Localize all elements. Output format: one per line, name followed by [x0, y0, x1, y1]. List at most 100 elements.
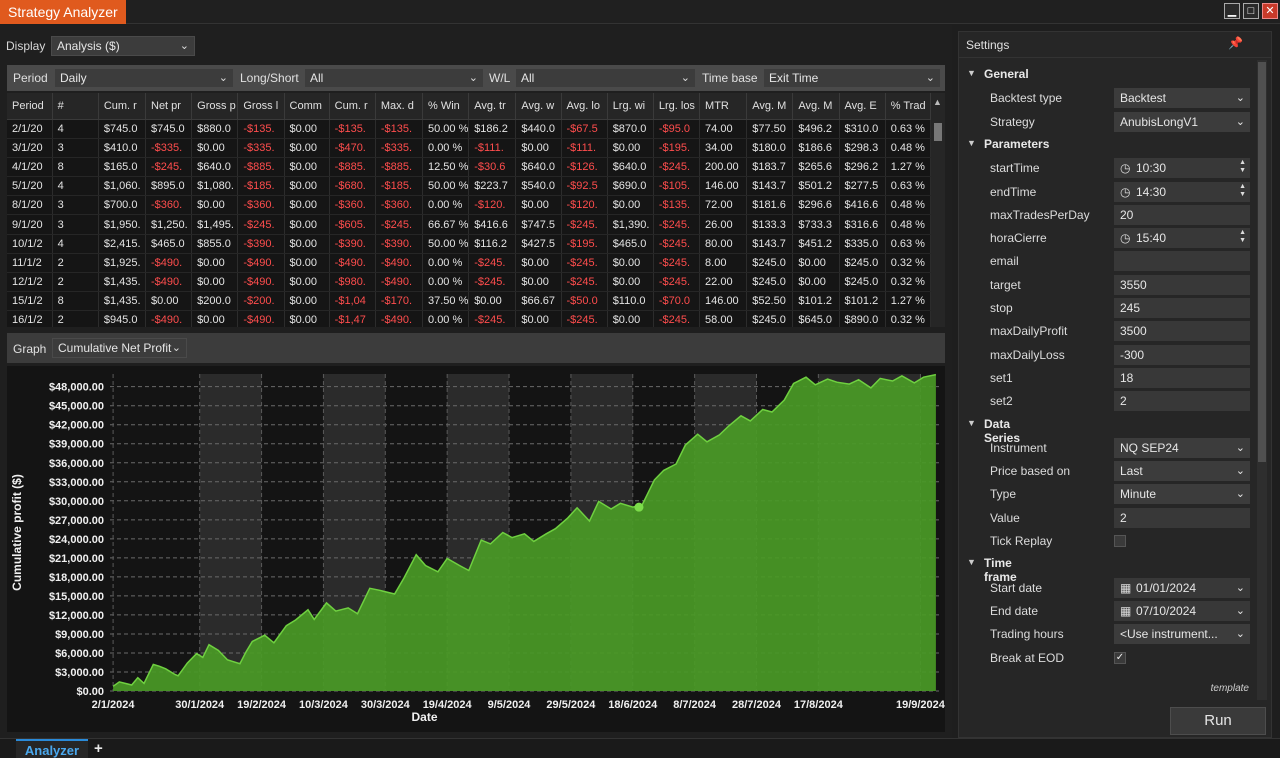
run-button[interactable]: Run — [1170, 707, 1266, 735]
table-row[interactable]: 9/1/20 3 $1,950. $1,250. $1,495. -$245. $0.00-… — [7, 214, 932, 235]
collapse-triangle-icon[interactable]: ▼ — [967, 137, 976, 148]
template-link[interactable]: template — [1210, 683, 1249, 694]
property-value-input[interactable]: ◷ 15:40 ▲ ▼ — [1114, 228, 1250, 249]
column-header[interactable]: Max. d — [375, 93, 424, 120]
table-cell: 16/1/2 — [7, 310, 53, 327]
period-select[interactable]: Daily ⌄ — [54, 68, 234, 88]
table-scrollbar-thumb[interactable] — [934, 123, 942, 141]
property-value-input[interactable]: ▦ 07/10/2024 ⌄ — [1114, 600, 1250, 621]
table-cell: $0.00 — [607, 138, 654, 158]
table-row[interactable]: 16/1/2 2 $945.0 -$490. $0.00 -$490. $0.00 -$1,4… — [7, 310, 932, 327]
property-value-input[interactable]: 2 — [1114, 507, 1250, 528]
table-cell: $880.0 — [191, 119, 239, 139]
long-short-select-value: All — [310, 71, 324, 85]
property-value-input[interactable]: ◷ 14:30 ▲ ▼ — [1114, 181, 1250, 202]
column-header[interactable]: Avg. tr — [468, 93, 517, 120]
spinner-icon[interactable]: ▲ ▼ — [1239, 182, 1246, 198]
add-tab-button[interactable]: + — [94, 740, 103, 757]
column-header[interactable]: Avg. E — [839, 93, 886, 120]
chevron-down-icon: ⌄ — [1235, 488, 1245, 501]
table-row[interactable]: 11/1/2 2 $1,925. -$490. $0.00 -$490. $0.00 -$49… — [7, 253, 932, 274]
column-header[interactable]: Avg. M — [792, 93, 840, 120]
spinner-icon[interactable]: ▲ ▼ — [1239, 159, 1246, 175]
property-value-input[interactable]: 20 — [1114, 204, 1250, 225]
collapse-triangle-icon[interactable]: ▼ — [967, 417, 976, 428]
column-header[interactable]: Cum. r — [329, 93, 376, 120]
table-row[interactable]: 4/1/20 8 $165.0 -$245. $640.0 -$885. $0.00 -$88… — [7, 157, 932, 178]
property-value-input[interactable]: AnubisLongV1 ⌄ — [1114, 111, 1250, 132]
x-tick-label: 8/7/2024 — [673, 699, 717, 711]
table-cell: -$245. — [653, 272, 701, 293]
column-header[interactable]: % Trad — [885, 93, 932, 120]
table-cell: $501.2 — [792, 176, 840, 197]
table-row[interactable]: 15/1/2 8 $1,435. $0.00 $200.0 -$200. $0.00 -$1,… — [7, 291, 932, 312]
column-header[interactable]: MTR — [699, 93, 748, 120]
property-label: horaCierre — [990, 231, 1047, 246]
property-value-input[interactable]: Backtest ⌄ — [1114, 88, 1250, 109]
property-value-input[interactable]: 245 — [1114, 298, 1250, 318]
time-base-select[interactable]: Exit Time ⌄ — [763, 68, 941, 88]
graph-select[interactable]: Cumulative Net Profit ⌄ — [52, 338, 187, 358]
table-cell: $165.0 — [98, 157, 147, 178]
wl-select[interactable]: All ⌄ — [515, 68, 696, 88]
column-header[interactable]: Gross l — [237, 93, 285, 120]
property-value-input[interactable] — [1114, 251, 1250, 272]
property-row: Price based on Last ⌄ — [959, 460, 1255, 482]
close-button[interactable]: ✕ — [1262, 3, 1278, 19]
property-value-input[interactable]: 3550 — [1114, 274, 1250, 295]
column-header[interactable]: Comm — [284, 93, 330, 120]
property-value-input[interactable]: 3500 — [1114, 321, 1250, 342]
minimize-button[interactable]: ▁ — [1224, 3, 1240, 19]
collapse-triangle-icon[interactable]: ▼ — [967, 557, 976, 568]
table-row[interactable]: 3/1/20 3 $410.0 -$335. $0.00 -$335. $0.00 -$470… — [7, 138, 932, 158]
column-header[interactable]: Avg. w — [515, 93, 562, 120]
wl-select-value: All — [521, 71, 535, 85]
property-value-input[interactable]: Minute ⌄ — [1114, 484, 1250, 505]
table-row[interactable]: 12/1/2 2 $1,435. -$490. $0.00 -$490. $0.00 -$98… — [7, 272, 932, 293]
checkbox[interactable] — [1114, 535, 1126, 547]
table-cell: 4 — [52, 234, 99, 254]
column-header[interactable]: Net pr — [145, 93, 193, 120]
column-header[interactable]: % Win — [422, 93, 470, 120]
spinner-icon[interactable]: ▲ ▼ — [1239, 229, 1246, 245]
property-value-input[interactable]: ◷ 10:30 ▲ ▼ — [1114, 158, 1250, 179]
tab-analyzer[interactable]: Analyzer — [16, 739, 88, 758]
property-value-input[interactable]: ▦ 01/01/2024 ⌄ — [1114, 577, 1250, 598]
long-short-select[interactable]: All ⌄ — [304, 68, 484, 88]
table-row[interactable]: 10/1/2 4 $2,415. $465.0 $855.0 -$390. $0.00 -$3… — [7, 234, 932, 254]
display-row: Display Analysis ($) ⌄ — [0, 35, 952, 57]
property-value-input[interactable]: Last ⌄ — [1114, 461, 1250, 482]
column-header[interactable]: Avg. lo — [561, 93, 608, 120]
property-value-input[interactable]: NQ SEP24 ⌄ — [1114, 437, 1250, 458]
checkbox[interactable]: ✓ — [1114, 651, 1126, 664]
settings-scrollbar[interactable] — [1257, 60, 1267, 700]
table-cell: 0.32 % — [885, 272, 932, 293]
column-header[interactable]: Period — [7, 93, 53, 120]
column-header[interactable]: Lrg. los — [653, 93, 701, 120]
maximize-button[interactable]: □ — [1243, 3, 1259, 19]
collapse-triangle-icon[interactable]: ▼ — [967, 68, 976, 78]
table-cell: 146.00 — [699, 176, 748, 197]
property-value-input[interactable]: <Use instrument... ⌄ — [1114, 624, 1250, 645]
property-value-input[interactable]: 18 — [1114, 367, 1250, 388]
table-row[interactable]: 5/1/20 4 $1,060. $895.0 $1,080. -$185. $0.00 -$… — [7, 176, 932, 197]
display-select[interactable]: Analysis ($) ⌄ — [51, 36, 195, 56]
scroll-up-icon[interactable]: ▲ — [933, 97, 942, 107]
table-cell: $0.00 — [607, 310, 654, 327]
table-cell: -$490. — [237, 272, 285, 293]
table-scrollbar[interactable]: ▲ — [931, 93, 945, 327]
column-header[interactable]: # — [52, 93, 99, 120]
property-row: maxDailyProfit 3500 — [959, 320, 1255, 342]
pin-icon[interactable]: 📌 — [1228, 36, 1243, 50]
table-row[interactable]: 8/1/20 3 $700.0 -$360. $0.00 -$360. $0.00 -$360… — [7, 195, 932, 216]
property-value-input[interactable]: -300 — [1114, 344, 1250, 365]
column-header[interactable]: Lrg. wi — [607, 93, 654, 120]
settings-scrollbar-thumb[interactable] — [1258, 62, 1266, 462]
property-value-input[interactable]: 2 — [1114, 391, 1250, 412]
column-header[interactable]: Gross p — [191, 93, 239, 120]
table-row[interactable]: 2/1/20 4 $745.0 $745.0 $880.0 -$135. $0.00 -$13… — [7, 119, 932, 139]
table-cell: $0.00 — [284, 310, 330, 327]
table-cell: -$245. — [653, 157, 701, 178]
column-header[interactable]: Avg. M — [746, 93, 794, 120]
column-header[interactable]: Cum. r — [98, 93, 147, 120]
